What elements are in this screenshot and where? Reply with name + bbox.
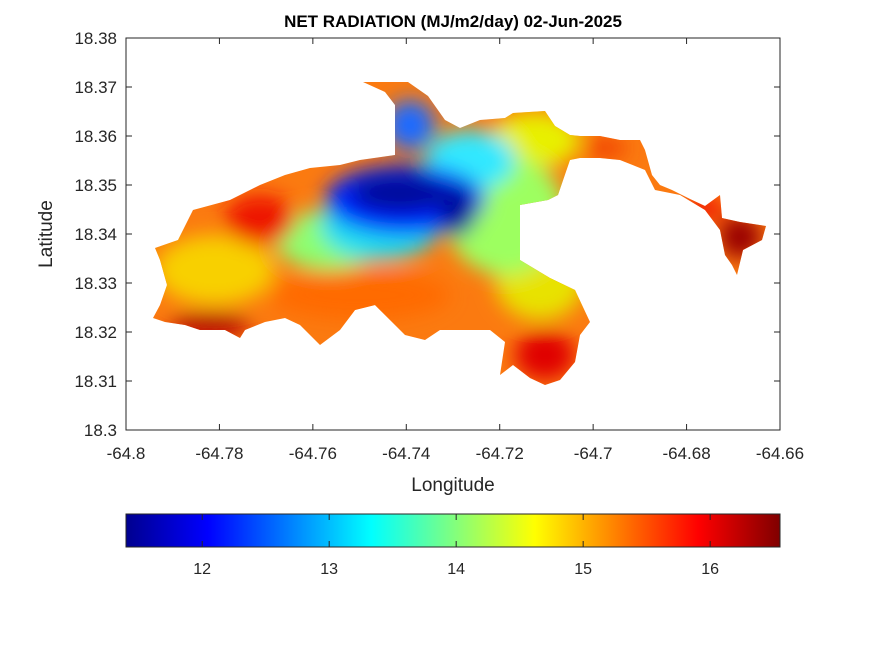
plot-frame	[125, 37, 781, 431]
blob-blue-north	[385, 100, 435, 150]
x-tick-label: -64.66	[756, 444, 804, 463]
y-tick-label: 18.35	[74, 176, 117, 195]
x-axis: -64.8 -64.78 -64.76 -64.74 -64.72 -64.7 -64.68…	[107, 38, 804, 463]
y-tick-label: 18.33	[74, 274, 117, 293]
x-tick-label: -64.74	[382, 444, 430, 463]
y-axis: 18.3 18.31 18.32 18.33 18.34 18.35 18.36 18.37 1…	[74, 29, 780, 440]
x-tick-label: -64.68	[662, 444, 710, 463]
blob-yellow-west	[155, 235, 275, 305]
chart-title: NET RADIATION (MJ/m2/day) 02-Jun-2025	[284, 12, 622, 31]
blob-darkblue-core	[350, 173, 450, 213]
colorbar-tick-label: 14	[447, 561, 465, 578]
colorbar-tick-label: 15	[574, 561, 592, 578]
y-tick-label: 18.37	[74, 78, 117, 97]
x-axis-label: Longitude	[411, 475, 494, 496]
colorbar-tick-label: 16	[701, 561, 719, 578]
y-tick-label: 18.38	[74, 29, 117, 48]
x-tick-label: -64.78	[195, 444, 243, 463]
colorbar-tick-label: 13	[320, 561, 338, 578]
colorbar	[125, 513, 781, 548]
y-tick-label: 18.32	[74, 323, 117, 342]
colorbar-ticks: 12 13 14 15 16	[193, 514, 719, 578]
blob-red-west	[225, 195, 295, 245]
blob-red-northeast	[583, 138, 627, 158]
blob-red-south	[515, 330, 575, 380]
y-axis-label: Latitude	[36, 200, 57, 268]
x-tick-label: -64.76	[289, 444, 337, 463]
blob-darkblue-east	[440, 184, 476, 236]
x-tick-label: -64.7	[574, 444, 613, 463]
y-tick-label: 18.3	[84, 421, 117, 440]
y-tick-label: 18.31	[74, 372, 117, 391]
blob-orange-south	[270, 270, 450, 320]
x-tick-label: -64.72	[476, 444, 524, 463]
x-tick-label: -64.8	[107, 444, 146, 463]
y-tick-label: 18.36	[74, 127, 117, 146]
colorbar-tick-label: 12	[193, 561, 211, 578]
y-tick-label: 18.34	[74, 225, 117, 244]
